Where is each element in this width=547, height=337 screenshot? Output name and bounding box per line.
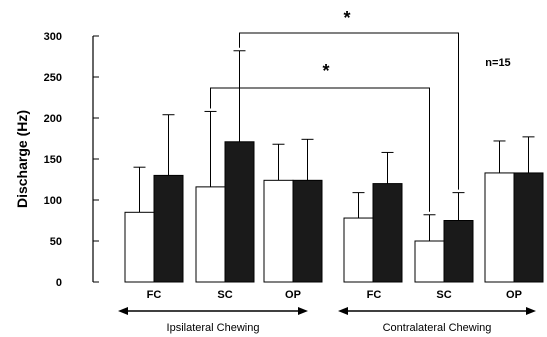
significance-bracket-black bbox=[239, 32, 459, 190]
bar bbox=[124, 211, 155, 283]
y-tick-label: 250 bbox=[44, 72, 62, 84]
group-arrow-left-head bbox=[118, 307, 128, 315]
bar bbox=[195, 186, 226, 283]
bars bbox=[124, 50, 544, 283]
bar bbox=[443, 220, 474, 283]
x-category-label: FC bbox=[367, 289, 382, 301]
group-arrow-left-head bbox=[338, 307, 348, 315]
bar bbox=[343, 217, 374, 283]
group-arrow-right-head bbox=[526, 307, 536, 315]
bar bbox=[484, 172, 515, 283]
y-tick-label: 150 bbox=[44, 154, 62, 166]
x-category-label: SC bbox=[217, 289, 232, 301]
y-tick-label: 0 bbox=[56, 277, 62, 289]
bar bbox=[292, 179, 323, 283]
y-tick-label: 50 bbox=[50, 236, 62, 248]
group-label: Ipsilateral Chewing bbox=[167, 322, 260, 334]
y-axis-label: Discharge (Hz) bbox=[14, 110, 30, 208]
x-category-label: OP bbox=[285, 289, 301, 301]
group-label: Contralateral Chewing bbox=[383, 322, 492, 334]
group-arrow-right-head bbox=[298, 307, 308, 315]
bar bbox=[224, 141, 255, 283]
sample-size-note: n=15 bbox=[485, 57, 510, 69]
significance-star: * bbox=[322, 61, 329, 81]
y-tick-label: 100 bbox=[44, 195, 62, 207]
bar bbox=[513, 172, 544, 283]
bar bbox=[414, 240, 445, 283]
x-category-label: OP bbox=[506, 289, 522, 301]
x-category-label: FC bbox=[147, 289, 162, 301]
y-tick-label: 200 bbox=[44, 113, 62, 125]
y-tick-label: 300 bbox=[44, 31, 62, 43]
significance-bracket-white bbox=[210, 87, 430, 212]
bar bbox=[372, 183, 403, 283]
axes: 0 50 100 150 200 250 300 FC SC OP FC SC OP Ipsilatera… bbox=[44, 31, 536, 334]
significance-star: * bbox=[343, 8, 350, 28]
significance-brackets: ** bbox=[210, 8, 459, 212]
bar bbox=[263, 179, 294, 283]
bar bbox=[153, 174, 184, 283]
x-category-label: SC bbox=[436, 289, 451, 301]
